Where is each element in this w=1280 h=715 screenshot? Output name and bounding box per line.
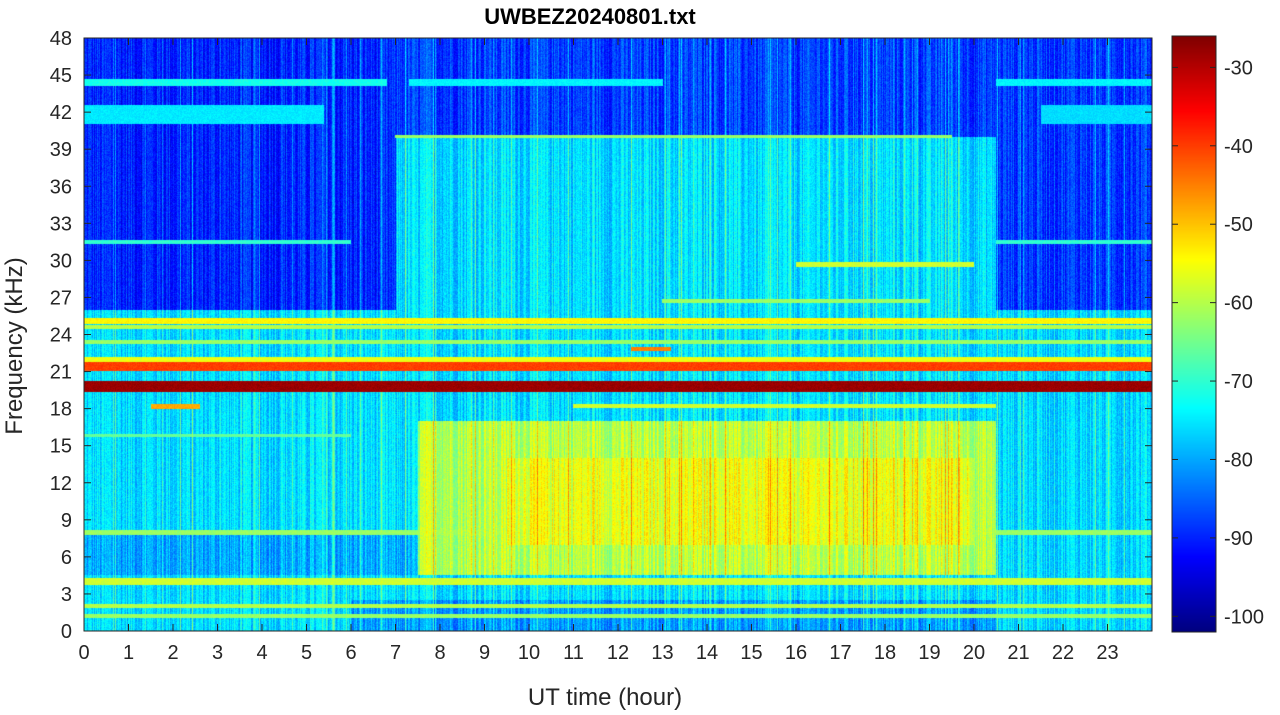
x-tick-label: 5 (301, 642, 312, 664)
x-tick-label: 2 (167, 642, 178, 664)
x-tick-label: 11 (563, 642, 584, 664)
colorbar-ticks: -30 -40 -50 -60 -70 -80 -90 -100 (1172, 57, 1264, 628)
x-tick-label: 1 (123, 642, 134, 664)
x-tick-label: 0 (78, 642, 89, 664)
y-tick-label: 12 (50, 473, 72, 495)
x-tick-label: 12 (607, 642, 629, 664)
colorbar-tick-label: -90 (1224, 528, 1253, 550)
y-tick-label: 21 (50, 362, 72, 384)
colorbar-canvas (1172, 36, 1216, 632)
x-tick-label: 6 (345, 642, 356, 664)
x-axis-label: UT time (hour) (528, 684, 682, 711)
colorbar-tick-label: -30 (1224, 57, 1253, 79)
colorbar-tick-label: -60 (1224, 293, 1253, 315)
y-axis-label: Frequency (kHz) (1, 257, 28, 434)
y-tick-label: 24 (50, 325, 72, 347)
colorbar: -30 -40 -50 -60 -70 -80 -90 -100 (1171, 35, 1264, 633)
x-tick-label: 9 (479, 642, 490, 664)
y-tick-label: 48 (50, 28, 72, 50)
y-tick-label: 6 (61, 547, 72, 569)
x-tick-label: 17 (829, 642, 851, 664)
x-tick-label: 20 (963, 642, 985, 664)
y-tick-label: 45 (50, 65, 72, 87)
x-axis: 0 1 2 3 4 5 6 7 8 9 10 11 12 13 14 15 16 17 18 19 20 21 22 23 (78, 38, 1119, 664)
x-tick-label: 4 (256, 642, 267, 664)
x-tick-label: 22 (1052, 642, 1074, 664)
heatmap-image (84, 38, 1152, 631)
y-tick-label: 33 (50, 213, 72, 235)
y-tick-label: 42 (50, 102, 72, 124)
x-tick-label: 10 (518, 642, 540, 664)
x-tick-label: 19 (918, 642, 940, 664)
x-tick-label: 18 (874, 642, 896, 664)
y-tick-label: 36 (50, 176, 72, 198)
chart-title: UWBEZ20240801.txt (484, 4, 696, 29)
y-tick-label: 15 (50, 436, 72, 458)
heatmap-canvas (84, 38, 1152, 631)
y-tick-label: 9 (61, 510, 72, 532)
y-tick-label: 27 (50, 287, 72, 309)
colorbar-tick-label: -80 (1224, 449, 1253, 471)
y-tick-label: 39 (50, 139, 72, 161)
colorbar-frame (1171, 35, 1217, 633)
x-tick-label: 3 (212, 642, 223, 664)
colorbar-tick-label: -50 (1224, 214, 1253, 236)
y-tick-label: 0 (61, 621, 72, 643)
colorbar-tick-label: -70 (1224, 371, 1253, 393)
x-tick-label: 13 (651, 642, 673, 664)
x-tick-label: 8 (434, 642, 445, 664)
x-tick-label: 16 (785, 642, 807, 664)
colorbar-tick-label: -100 (1224, 606, 1264, 628)
colorbar-tick-label: -40 (1224, 136, 1253, 158)
y-tick-label: 3 (61, 584, 72, 606)
colorbar-image (1172, 36, 1216, 632)
y-tick-label: 30 (50, 250, 72, 272)
y-tick-label: 18 (50, 399, 72, 421)
x-tick-label: 23 (1096, 642, 1118, 664)
x-tick-label: 7 (390, 642, 401, 664)
x-tick-label: 14 (696, 642, 718, 664)
plot-area (83, 37, 1153, 632)
x-tick-label: 15 (740, 642, 762, 664)
x-tick-label: 21 (1007, 642, 1029, 664)
